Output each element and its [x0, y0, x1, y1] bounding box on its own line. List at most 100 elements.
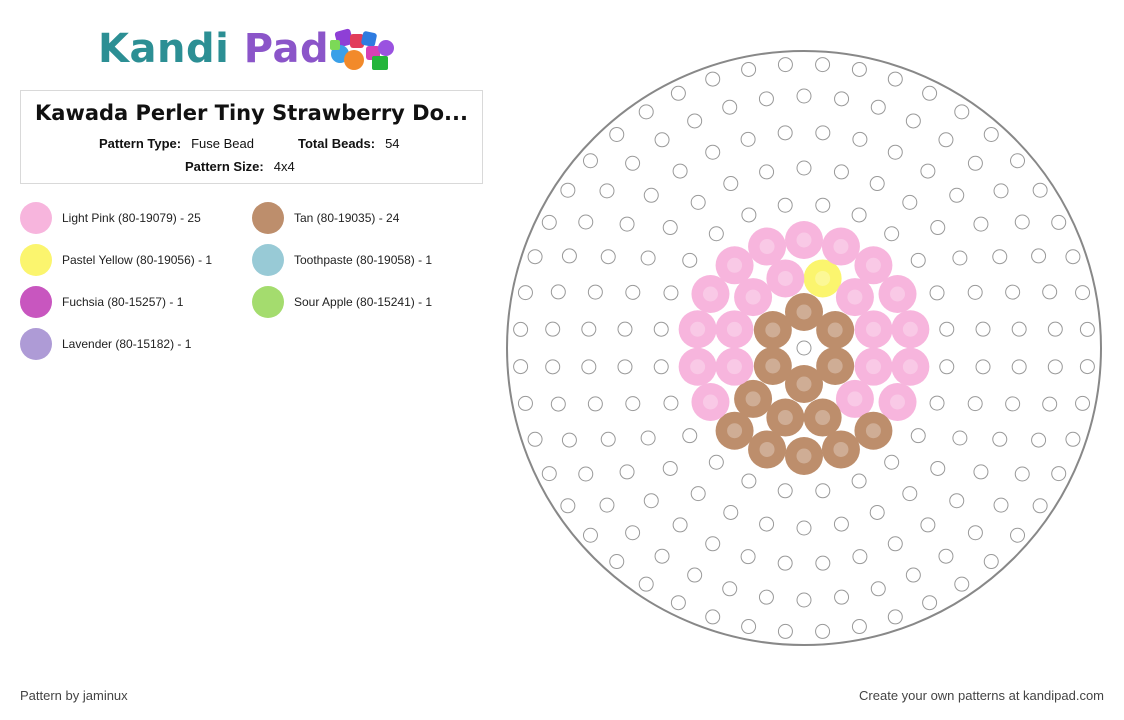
empty-peg	[758, 91, 774, 107]
bead	[715, 347, 754, 386]
empty-peg	[617, 359, 633, 375]
empty-peg	[587, 396, 603, 412]
bead	[878, 275, 917, 313]
bead	[766, 259, 805, 298]
bead	[691, 383, 730, 421]
legend-label: Pastel Yellow (80-19056) - 1	[62, 253, 213, 267]
empty-peg	[929, 285, 945, 301]
bead	[854, 246, 893, 285]
empty-peg	[967, 284, 983, 300]
empty-peg	[619, 464, 635, 480]
bead	[835, 379, 874, 418]
empty-peg	[938, 548, 954, 564]
bead	[821, 430, 860, 469]
empty-peg	[975, 321, 991, 337]
empty-peg	[887, 609, 903, 625]
empty-peg	[687, 113, 703, 129]
bead	[785, 293, 823, 331]
empty-peg	[1051, 214, 1067, 230]
empty-peg	[910, 428, 926, 444]
bead	[753, 347, 792, 385]
empty-peg	[833, 164, 849, 180]
bead	[803, 259, 842, 298]
empty-peg	[672, 517, 688, 533]
empty-peg	[852, 131, 868, 147]
empty-peg	[740, 549, 756, 565]
empty-peg	[705, 536, 721, 552]
total-beads-label: Total Beads:	[298, 136, 376, 151]
empty-peg	[654, 132, 670, 148]
empty-peg	[834, 589, 850, 605]
sour-apple-swatch-icon	[252, 286, 284, 318]
bead	[816, 311, 855, 349]
empty-peg	[663, 395, 679, 411]
empty-peg	[983, 554, 999, 570]
empty-peg	[777, 197, 793, 213]
empty-peg	[939, 321, 955, 337]
empty-peg	[527, 249, 543, 265]
empty-peg	[662, 460, 678, 476]
legend-item-tan: Tan (80-19035) - 24	[252, 202, 399, 234]
empty-peg	[758, 589, 774, 605]
empty-peg	[929, 395, 945, 411]
empty-peg	[1065, 431, 1081, 447]
empty-peg	[1051, 466, 1067, 482]
toothpaste-swatch-icon	[252, 244, 284, 276]
empty-peg	[705, 71, 721, 87]
empty-peg	[625, 284, 641, 300]
bead	[785, 437, 823, 475]
legend-item-light-pink: Light Pink (80-19079) - 25	[20, 202, 201, 234]
empty-peg	[625, 155, 641, 171]
empty-peg	[983, 126, 999, 142]
empty-peg	[796, 340, 812, 356]
empty-peg	[992, 431, 1008, 447]
kandipad-logo[interactable]: Kandi Pad	[98, 24, 408, 76]
empty-peg	[949, 493, 965, 509]
empty-peg	[949, 187, 965, 203]
empty-peg	[545, 359, 561, 375]
empty-peg	[993, 497, 1009, 513]
pattern-size-label: Pattern Size:	[185, 159, 264, 174]
pattern-type-value: Fuse Bead	[191, 136, 254, 151]
empty-peg	[796, 592, 812, 608]
legend-label: Lavender (80-15182) - 1	[62, 337, 192, 351]
empty-peg	[741, 619, 757, 635]
empty-peg	[777, 57, 793, 73]
empty-peg	[954, 104, 970, 120]
empty-peg	[1032, 182, 1048, 198]
empty-peg	[796, 160, 812, 176]
empty-peg	[670, 85, 686, 101]
empty-peg	[884, 454, 900, 470]
bead	[785, 221, 823, 259]
empty-peg	[954, 576, 970, 592]
empty-peg	[541, 466, 557, 482]
empty-peg	[869, 504, 885, 520]
empty-peg	[527, 431, 543, 447]
empty-peg	[967, 396, 983, 412]
legend-item-fuchsia: Fuchsia (80-15257) - 1	[20, 286, 183, 318]
empty-peg	[690, 194, 706, 210]
empty-peg	[705, 609, 721, 625]
legend-label: Toothpaste (80-19058) - 1	[294, 253, 433, 267]
bead	[816, 347, 855, 385]
empty-peg	[1075, 285, 1091, 301]
empty-peg	[902, 194, 918, 210]
empty-peg	[975, 359, 991, 375]
tan-swatch-icon	[252, 202, 284, 234]
legend-label: Light Pink (80-19079) - 25	[62, 211, 201, 225]
empty-peg	[600, 249, 616, 265]
pastel-yellow-swatch-icon	[20, 244, 52, 276]
empty-peg	[1079, 359, 1095, 375]
peg-grid	[513, 57, 1095, 639]
empty-peg	[643, 493, 659, 509]
empty-peg	[1031, 248, 1047, 264]
empty-peg	[599, 183, 615, 199]
kandipad-link[interactable]: Create your own patterns at kandipad.com	[859, 688, 1104, 703]
empty-peg	[939, 359, 955, 375]
empty-peg	[1014, 466, 1030, 482]
empty-peg	[852, 549, 868, 565]
empty-peg	[578, 214, 594, 230]
empty-peg	[653, 359, 669, 375]
bead	[734, 379, 773, 418]
legend-item-sour-apple: Sour Apple (80-15241) - 1	[252, 286, 432, 318]
